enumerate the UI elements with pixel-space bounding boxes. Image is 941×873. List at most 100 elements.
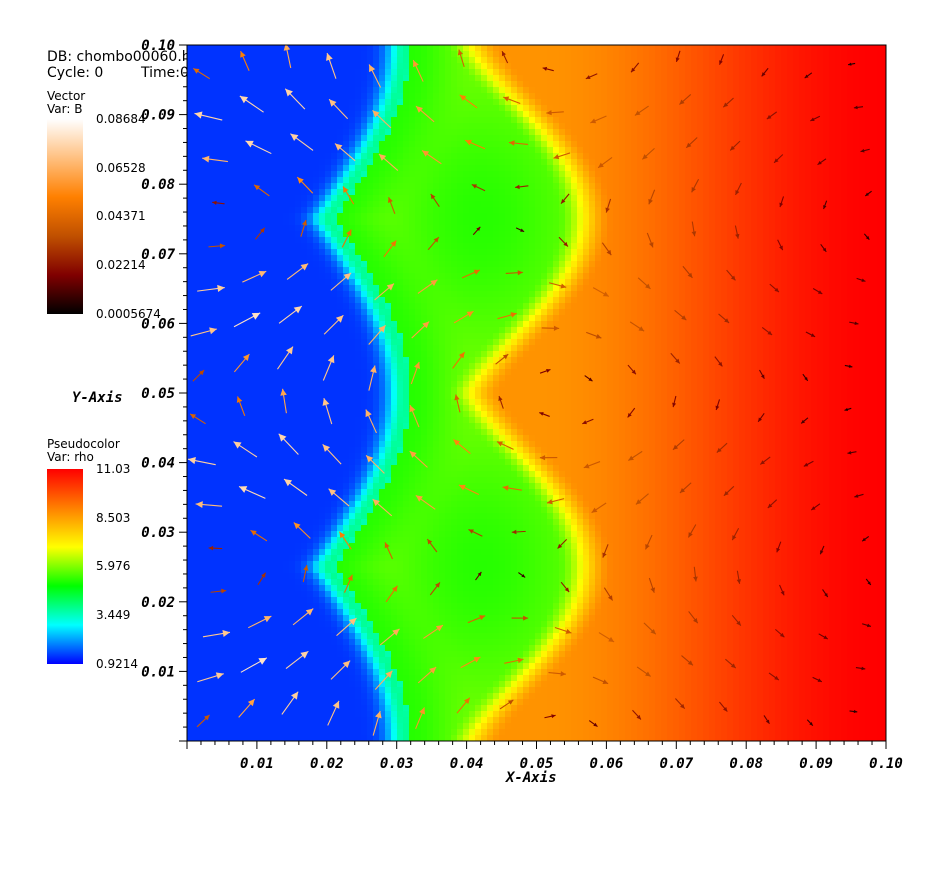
vector-arrow	[197, 284, 225, 293]
vector-arrow	[283, 45, 292, 69]
vector-arrow	[856, 277, 866, 282]
x-tick-label: 0.04	[450, 756, 484, 772]
y-tick-label: 0.06	[141, 316, 175, 332]
vector-arrow	[672, 439, 685, 451]
vector-arrow	[860, 148, 870, 153]
vector-arrow	[496, 441, 514, 450]
vector-arrow	[233, 441, 258, 458]
vector-arrow	[365, 454, 385, 474]
vector-arrow	[634, 105, 649, 116]
vector-arrow	[327, 700, 340, 726]
vector-arrow	[374, 283, 395, 301]
vector-arrow	[864, 190, 872, 197]
y-tick-label: 0.07	[141, 247, 175, 263]
vector-arrow	[557, 539, 568, 549]
vector-arrow	[865, 578, 872, 586]
vector-arrow	[208, 545, 223, 551]
vector-arrow	[849, 709, 858, 714]
vector-arrow	[453, 310, 474, 324]
vector-arrow	[426, 538, 438, 553]
vector-arrow	[292, 608, 314, 626]
vector-arrow	[779, 196, 785, 208]
vector-arrow	[411, 321, 430, 339]
vector-arrow	[421, 150, 442, 165]
vector-arrow	[734, 225, 740, 239]
vector-arrow	[539, 412, 550, 417]
vector-arrow	[430, 193, 440, 208]
vector-arrow	[726, 269, 736, 281]
vector-arrow	[844, 364, 853, 368]
axes: 0.01 0.02 0.03 0.04 0.05 0.06 0.07 0.08 0.09 0.10…	[141, 38, 903, 772]
vector-arrow	[475, 571, 482, 581]
rho-tick-4: 0.9214	[96, 657, 138, 671]
vector-arrow	[290, 133, 314, 151]
vector-arrow	[759, 369, 765, 380]
x-tick-label: 0.08	[729, 756, 763, 772]
vector-arrow	[714, 356, 723, 367]
vector-arrow	[603, 587, 614, 601]
vector-legend-title: Vector	[47, 89, 86, 103]
vector-arrow	[383, 240, 397, 258]
vector-arrow	[336, 617, 357, 637]
vector-arrow	[459, 94, 478, 109]
vector-arrow	[194, 111, 223, 121]
vector-arrow	[328, 98, 349, 120]
vector-arrow	[236, 396, 246, 417]
vector-arrow	[592, 676, 609, 685]
vector-arrow	[558, 236, 569, 247]
vector-arrow	[820, 243, 827, 253]
vector-arrow	[427, 236, 440, 251]
vector-arrow	[300, 219, 307, 237]
vector-arrow	[233, 312, 261, 328]
vector-arrow	[296, 176, 314, 194]
vector-arrow	[757, 412, 765, 423]
vector-arrow	[238, 698, 256, 718]
vector-arrow	[417, 666, 437, 684]
y-axis-label: Y-Axis	[72, 390, 123, 406]
vector-arrow	[546, 498, 565, 505]
vector-arrow	[409, 404, 420, 428]
pseudocolor-legend-var: Var: rho	[47, 450, 94, 464]
vector-arrow	[280, 388, 287, 414]
vector-arrow	[281, 691, 299, 715]
vector-arrow	[452, 351, 466, 369]
vector-arrow	[384, 542, 393, 560]
vector-arrow	[648, 189, 656, 205]
vector-arrow	[847, 62, 856, 66]
vector-arrow	[501, 50, 509, 64]
vector-arrow	[759, 456, 771, 465]
vector-arrow	[456, 697, 471, 714]
vector-arrow	[212, 200, 225, 205]
x-tick-label: 0.02	[310, 756, 344, 772]
vector-arrow	[511, 615, 529, 621]
vector-arrow	[731, 527, 740, 541]
rho-tick-3: 3.449	[96, 608, 131, 622]
vector-arrow	[605, 198, 612, 213]
vector-arrow	[806, 719, 814, 727]
vector-arrow	[374, 670, 393, 690]
vector-arrow	[627, 364, 637, 375]
rho-tick-0: 11.03	[96, 462, 131, 476]
vector-arrow	[763, 715, 770, 725]
vector-arrow	[679, 482, 692, 494]
vector-arrow	[761, 67, 769, 77]
vector-arrow	[598, 632, 615, 643]
y-tick-label: 0.09	[141, 108, 175, 124]
vector-arrow	[777, 239, 784, 251]
vector-arrow	[539, 368, 551, 374]
vector-arrow	[590, 115, 607, 124]
vector-arrow	[502, 485, 522, 491]
vector-arrow	[628, 450, 643, 461]
vector-arrow	[423, 624, 444, 639]
vector-arrow	[691, 178, 700, 193]
rho-field	[187, 45, 886, 741]
vector-arrow	[582, 418, 594, 425]
vector-arrow	[847, 450, 857, 455]
vector-legend-var: Var: B	[47, 102, 83, 116]
vector-arrow	[812, 287, 823, 295]
vector-arrow	[511, 529, 526, 535]
vector-arrow	[803, 460, 814, 467]
vector-arrow	[195, 501, 223, 509]
vector-tick-1: 0.06528	[96, 161, 146, 175]
vector-arrow	[342, 186, 355, 205]
